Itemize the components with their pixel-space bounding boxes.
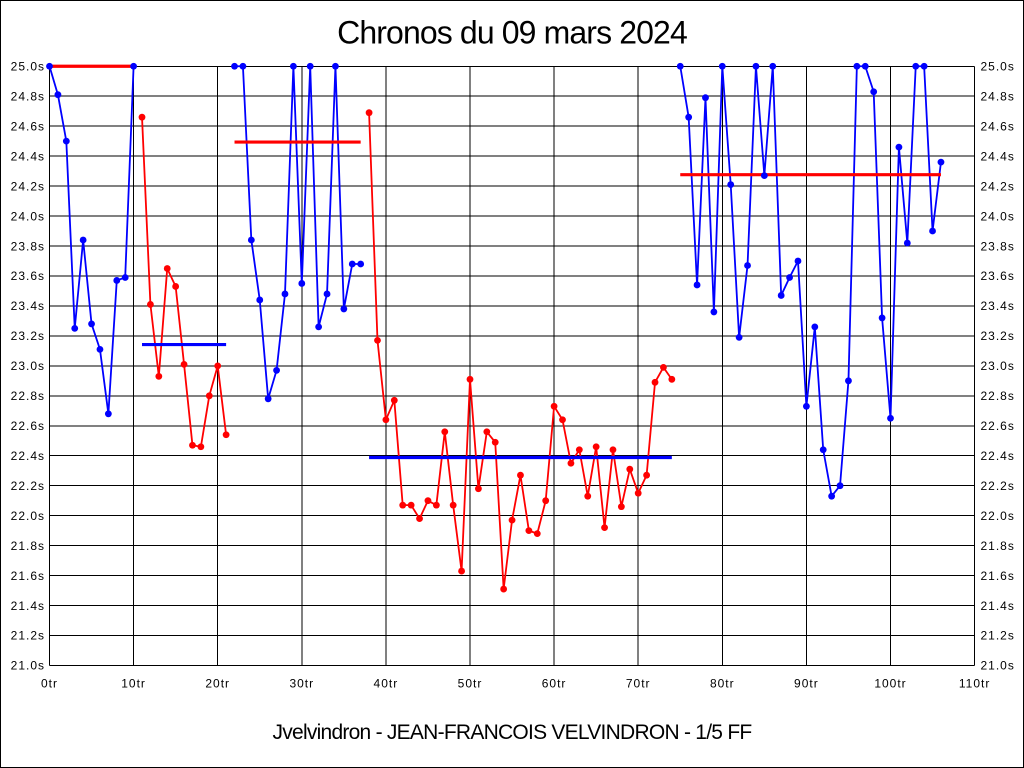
svg-text:24.4s: 24.4s [981,149,1015,163]
svg-text:Jvelvindron - JEAN-FRANCOIS VE: Jvelvindron - JEAN-FRANCOIS VELVINDRON -… [273,721,752,744]
svg-text:21.6s: 21.6s [981,569,1015,583]
svg-text:21.2s: 21.2s [11,629,45,643]
svg-text:100tr: 100tr [874,677,906,691]
svg-text:23.8s: 23.8s [981,239,1015,253]
svg-text:22.6s: 22.6s [11,419,45,433]
svg-text:23.2s: 23.2s [981,329,1015,343]
svg-text:40tr: 40tr [374,677,399,691]
svg-text:23.0s: 23.0s [981,359,1015,373]
svg-text:22.8s: 22.8s [11,389,45,403]
svg-text:Chronos du 09 mars 2024: Chronos du 09 mars 2024 [337,15,687,51]
svg-text:24.0s: 24.0s [981,209,1015,223]
svg-text:23.6s: 23.6s [11,269,45,283]
svg-text:50tr: 50tr [458,677,483,691]
svg-text:21.4s: 21.4s [981,599,1015,613]
svg-text:24.2s: 24.2s [11,179,45,193]
svg-text:60tr: 60tr [542,677,567,691]
svg-text:21.4s: 21.4s [11,599,45,613]
svg-text:70tr: 70tr [626,677,651,691]
svg-text:23.4s: 23.4s [981,299,1015,313]
svg-text:22.6s: 22.6s [981,419,1015,433]
svg-text:30tr: 30tr [289,677,314,691]
svg-text:22.2s: 22.2s [981,479,1015,493]
svg-text:110tr: 110tr [959,677,990,691]
svg-text:22.0s: 22.0s [981,509,1015,523]
svg-text:25.0s: 25.0s [11,60,45,74]
svg-text:22.4s: 22.4s [11,449,45,463]
svg-text:25.0s: 25.0s [981,60,1015,74]
svg-text:24.6s: 24.6s [11,119,45,133]
svg-text:23.0s: 23.0s [11,359,45,373]
svg-text:24.8s: 24.8s [11,89,45,103]
svg-text:21.8s: 21.8s [11,539,45,553]
svg-text:10tr: 10tr [121,677,146,691]
svg-text:20tr: 20tr [205,677,230,691]
svg-text:23.8s: 23.8s [11,239,45,253]
svg-text:21.8s: 21.8s [981,539,1015,553]
svg-text:21.2s: 21.2s [981,629,1015,643]
svg-text:23.4s: 23.4s [11,299,45,313]
svg-text:24.6s: 24.6s [981,119,1015,133]
svg-text:90tr: 90tr [794,677,819,691]
svg-text:21.6s: 21.6s [11,569,45,583]
svg-text:22.0s: 22.0s [11,509,45,523]
svg-text:24.0s: 24.0s [11,209,45,223]
svg-text:24.2s: 24.2s [981,179,1015,193]
svg-text:24.4s: 24.4s [11,149,45,163]
svg-text:21.0s: 21.0s [981,659,1015,673]
svg-text:80tr: 80tr [710,677,735,691]
svg-text:23.6s: 23.6s [981,269,1015,283]
svg-text:0tr: 0tr [41,677,58,691]
svg-text:22.4s: 22.4s [981,449,1015,463]
svg-text:22.2s: 22.2s [11,479,45,493]
svg-text:22.8s: 22.8s [981,389,1015,403]
svg-text:24.8s: 24.8s [981,89,1015,103]
svg-text:21.0s: 21.0s [11,659,45,673]
svg-text:23.2s: 23.2s [11,329,45,343]
